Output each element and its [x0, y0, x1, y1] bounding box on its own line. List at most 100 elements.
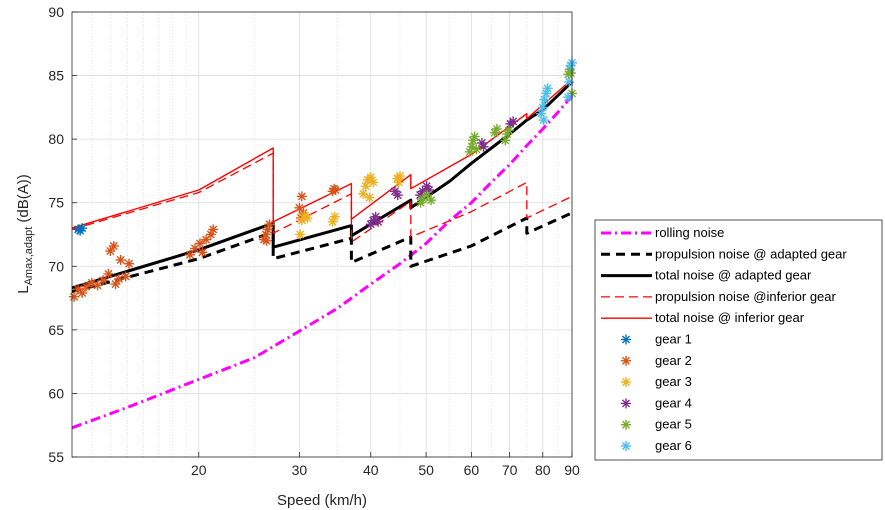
marker-stroke [265, 220, 274, 229]
data-point [302, 212, 313, 223]
legend-label: total noise @ inferior gear [655, 310, 805, 325]
marker-stroke [390, 187, 400, 196]
marker-stroke [365, 193, 374, 202]
data-point [393, 177, 404, 188]
legend-label: gear 3 [655, 374, 692, 389]
legend-marker-swatch [621, 441, 631, 451]
marker-stroke [422, 182, 431, 191]
y-tick-label: 60 [48, 385, 64, 401]
data-point [261, 235, 272, 246]
marker-stroke [509, 117, 518, 126]
marker-stroke [297, 192, 306, 201]
marker-stroke [470, 132, 479, 141]
x-tick-label: 80 [535, 462, 551, 478]
legend-label: gear 5 [655, 417, 692, 432]
marker-stroke [504, 126, 513, 135]
y-tick-label: 65 [48, 322, 64, 338]
data-point [392, 190, 403, 201]
legend-marker-swatch [621, 419, 631, 430]
data-point [329, 211, 340, 222]
y-tick-label: 75 [48, 195, 64, 211]
legend-label: gear 6 [655, 438, 692, 453]
data-point [103, 268, 114, 279]
data-point [537, 102, 548, 113]
marker-stroke [109, 241, 118, 250]
marker-stroke [395, 171, 405, 181]
y-axis-label-sub: Amax,adapt [23, 227, 35, 286]
marker-stroke [621, 335, 631, 344]
legend-label: gear 1 [655, 332, 692, 347]
data-point [296, 191, 307, 202]
data-point [426, 195, 437, 206]
marker-stroke [104, 269, 113, 278]
x-tick-label: 50 [418, 462, 434, 478]
series-line [71, 211, 573, 294]
marker-stroke [262, 236, 271, 245]
data-point [373, 216, 384, 227]
series-line [71, 94, 574, 430]
marker-stroke [538, 103, 547, 112]
y-axis-label-main: L [15, 285, 32, 293]
marker-stroke [303, 213, 312, 223]
data-point [208, 224, 219, 235]
marker-stroke [374, 217, 383, 226]
marker-stroke [467, 142, 476, 151]
marker-stroke [330, 212, 339, 221]
y-tick-label: 85 [48, 68, 64, 84]
data-point [264, 219, 275, 230]
marker-stroke [621, 441, 631, 451]
data-point [368, 177, 379, 188]
marker-stroke [369, 178, 378, 187]
y-tick-label: 55 [48, 449, 64, 465]
data-point [115, 254, 126, 265]
legend-label: propulsion noise @inferior gear [655, 289, 837, 304]
y-tick-label: 70 [48, 258, 64, 274]
marker-stroke [106, 246, 115, 256]
marker-stroke [394, 178, 403, 187]
x-tick-label: 60 [464, 462, 480, 478]
marker-stroke [121, 272, 130, 281]
plot-frame [71, 11, 573, 458]
legend-box [594, 219, 883, 461]
marker-stroke [82, 282, 91, 291]
data-point [197, 247, 208, 258]
marker-stroke [124, 259, 134, 268]
data-point [503, 125, 514, 136]
y-tick-label: 80 [48, 131, 64, 147]
marker-stroke [209, 225, 218, 234]
data-point [184, 249, 195, 260]
x-tick-label: 40 [363, 462, 379, 478]
data-point [394, 171, 405, 182]
data-point [77, 223, 88, 234]
marker-stroke [87, 278, 96, 287]
legend-marker-swatch [621, 334, 631, 345]
y-tick-label: 90 [48, 4, 64, 20]
scatter-layer [69, 57, 577, 302]
data-point [500, 135, 511, 146]
ticks-layer: 20 30 40 50 60 70 80 90 55 60 65 70 75 80 85 90 [48, 4, 580, 478]
data-point [330, 185, 341, 195]
legend: rolling noise propulsion noise @ adapted … [594, 219, 883, 461]
data-point [563, 92, 574, 103]
data-point [422, 190, 433, 201]
marker-stroke [111, 280, 120, 289]
marker-stroke [427, 196, 436, 205]
data-point [478, 141, 489, 152]
series-line [71, 78, 573, 229]
marker-stroke [371, 212, 380, 221]
marker-stroke [295, 203, 304, 212]
data-point [491, 123, 502, 134]
series-line [71, 80, 574, 290]
legend-marker-swatch [621, 355, 631, 366]
data-point [539, 94, 550, 105]
marker-stroke [74, 285, 83, 294]
legend-label: gear 2 [655, 353, 692, 368]
marker-stroke [78, 288, 87, 298]
marker-stroke [116, 255, 125, 264]
marker-stroke [621, 420, 631, 429]
data-point [564, 76, 575, 87]
legend-label: gear 4 [655, 395, 692, 410]
legend-label: propulsion noise @ adapted gear [655, 246, 847, 261]
data-point [105, 246, 116, 257]
